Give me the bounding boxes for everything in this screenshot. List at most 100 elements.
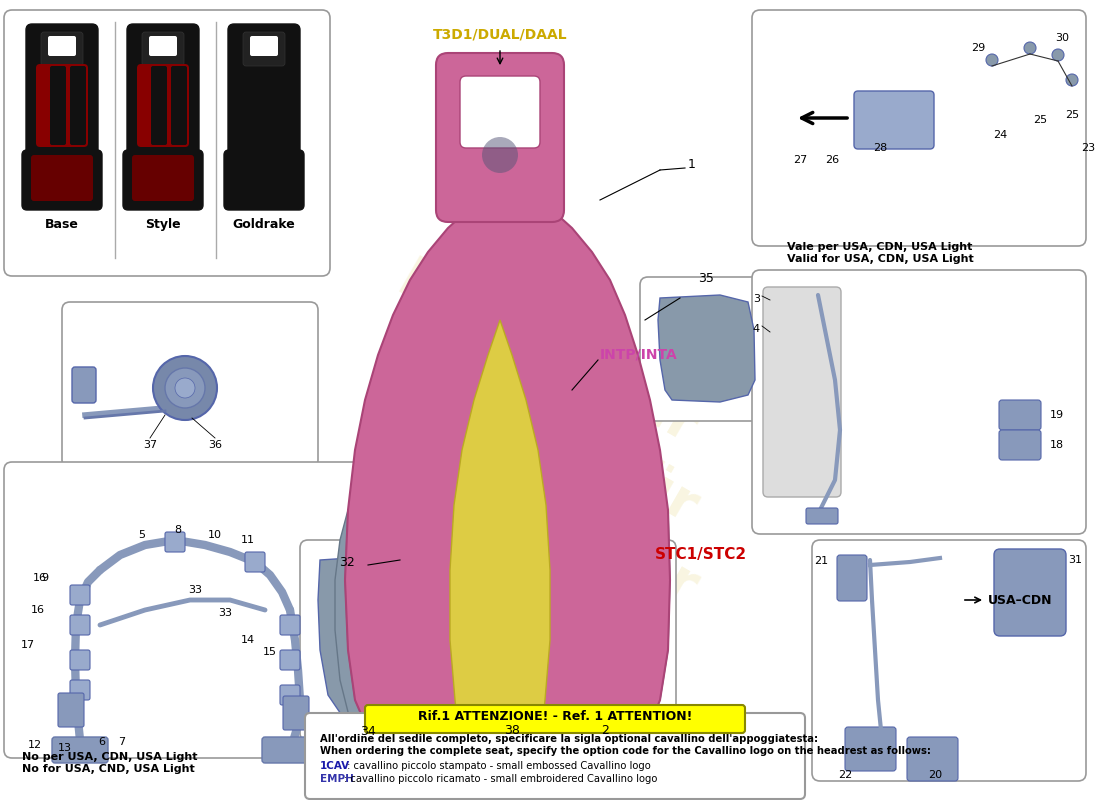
- Text: 24: 24: [993, 130, 1008, 140]
- Text: 37: 37: [143, 440, 157, 450]
- Text: All'ordine del sedile completo, specificare la sigla optional cavallino dell'app: All'ordine del sedile completo, specific…: [320, 734, 818, 744]
- Polygon shape: [490, 595, 550, 675]
- Text: passionfür: passionfür: [393, 403, 707, 617]
- Text: 18: 18: [1050, 440, 1064, 450]
- FancyBboxPatch shape: [70, 650, 90, 670]
- Polygon shape: [318, 558, 448, 726]
- Text: 10: 10: [208, 530, 222, 540]
- Text: 6: 6: [99, 737, 106, 747]
- Text: 3: 3: [754, 294, 760, 304]
- Text: 25: 25: [1065, 110, 1079, 120]
- Text: 11: 11: [241, 535, 255, 545]
- Text: 19: 19: [1050, 410, 1064, 420]
- FancyBboxPatch shape: [70, 66, 86, 145]
- Text: USA–CDN: USA–CDN: [988, 594, 1053, 606]
- FancyBboxPatch shape: [170, 66, 187, 145]
- FancyBboxPatch shape: [250, 36, 278, 56]
- FancyBboxPatch shape: [999, 430, 1041, 460]
- Circle shape: [1024, 42, 1036, 54]
- Circle shape: [175, 378, 195, 398]
- Text: 38: 38: [504, 724, 520, 737]
- FancyBboxPatch shape: [752, 270, 1086, 534]
- FancyBboxPatch shape: [4, 462, 360, 758]
- Circle shape: [165, 368, 205, 408]
- FancyBboxPatch shape: [845, 727, 896, 771]
- FancyBboxPatch shape: [763, 287, 842, 497]
- Text: 33: 33: [218, 608, 232, 618]
- Text: Rif.1 ATTENZIONE! - Ref. 1 ATTENTION!: Rif.1 ATTENZIONE! - Ref. 1 ATTENTION!: [418, 710, 692, 723]
- Text: 30: 30: [1055, 33, 1069, 43]
- Text: 23: 23: [1081, 143, 1096, 153]
- FancyBboxPatch shape: [280, 615, 300, 635]
- FancyBboxPatch shape: [243, 32, 285, 66]
- Circle shape: [1052, 49, 1064, 61]
- FancyBboxPatch shape: [148, 36, 177, 56]
- FancyBboxPatch shape: [283, 696, 309, 730]
- Text: When ordering the complete seat, specify the option code for the Cavallino logo : When ordering the complete seat, specify…: [320, 746, 931, 756]
- Circle shape: [1066, 74, 1078, 86]
- Text: : cavallino piccolo stampato - small embossed Cavallino logo: : cavallino piccolo stampato - small emb…: [344, 761, 651, 771]
- Text: EMPH: EMPH: [320, 774, 354, 784]
- Text: 35: 35: [698, 272, 714, 285]
- Text: 2: 2: [601, 724, 609, 737]
- FancyBboxPatch shape: [837, 555, 867, 601]
- Text: 21: 21: [814, 556, 828, 566]
- FancyBboxPatch shape: [812, 540, 1086, 781]
- FancyBboxPatch shape: [305, 713, 805, 799]
- FancyBboxPatch shape: [300, 540, 464, 741]
- FancyBboxPatch shape: [31, 155, 94, 201]
- FancyBboxPatch shape: [999, 400, 1041, 430]
- FancyBboxPatch shape: [472, 540, 676, 741]
- Text: 32: 32: [339, 555, 355, 569]
- Text: 25: 25: [1033, 115, 1047, 125]
- Text: 5: 5: [139, 530, 145, 540]
- Circle shape: [986, 54, 998, 66]
- Text: 26: 26: [825, 155, 839, 165]
- Polygon shape: [336, 510, 370, 750]
- FancyBboxPatch shape: [41, 32, 82, 66]
- Text: 12: 12: [28, 740, 42, 750]
- FancyBboxPatch shape: [22, 150, 102, 210]
- Text: passionfür: passionfür: [393, 243, 707, 457]
- Text: 27: 27: [793, 155, 807, 165]
- Polygon shape: [558, 562, 652, 698]
- FancyBboxPatch shape: [50, 66, 66, 145]
- Text: No for USA, CND, USA Light: No for USA, CND, USA Light: [22, 764, 195, 774]
- Text: Goldrake: Goldrake: [232, 218, 296, 231]
- Text: 1CAV: 1CAV: [320, 761, 350, 771]
- Text: INTP/INTA: INTP/INTA: [600, 348, 678, 362]
- Circle shape: [153, 356, 217, 420]
- FancyBboxPatch shape: [262, 737, 318, 763]
- Polygon shape: [345, 192, 670, 760]
- Polygon shape: [446, 730, 556, 754]
- FancyBboxPatch shape: [436, 53, 564, 222]
- Text: : cavallino piccolo ricamato - small embroidered Cavallino logo: : cavallino piccolo ricamato - small emb…: [344, 774, 658, 784]
- Text: 31: 31: [1068, 555, 1082, 565]
- Text: 29: 29: [971, 43, 986, 53]
- FancyBboxPatch shape: [126, 24, 199, 166]
- Text: 4: 4: [752, 324, 760, 334]
- FancyBboxPatch shape: [640, 277, 774, 421]
- FancyBboxPatch shape: [70, 680, 90, 700]
- FancyBboxPatch shape: [48, 36, 76, 56]
- Text: No per USA, CDN, USA Light: No per USA, CDN, USA Light: [22, 752, 198, 762]
- FancyBboxPatch shape: [70, 585, 90, 605]
- Text: 22: 22: [838, 770, 853, 780]
- FancyBboxPatch shape: [123, 150, 204, 210]
- FancyBboxPatch shape: [52, 737, 108, 763]
- FancyBboxPatch shape: [138, 64, 189, 147]
- Circle shape: [355, 620, 405, 670]
- FancyBboxPatch shape: [395, 753, 415, 800]
- Polygon shape: [658, 295, 755, 402]
- FancyBboxPatch shape: [132, 155, 194, 201]
- FancyBboxPatch shape: [151, 66, 167, 145]
- FancyBboxPatch shape: [165, 532, 185, 552]
- FancyBboxPatch shape: [806, 508, 838, 524]
- FancyBboxPatch shape: [4, 10, 330, 276]
- FancyBboxPatch shape: [585, 753, 605, 800]
- Text: 15: 15: [263, 647, 277, 657]
- FancyBboxPatch shape: [72, 367, 96, 403]
- Text: 8: 8: [175, 525, 182, 535]
- Text: 36: 36: [208, 440, 222, 450]
- Text: 16: 16: [31, 605, 45, 615]
